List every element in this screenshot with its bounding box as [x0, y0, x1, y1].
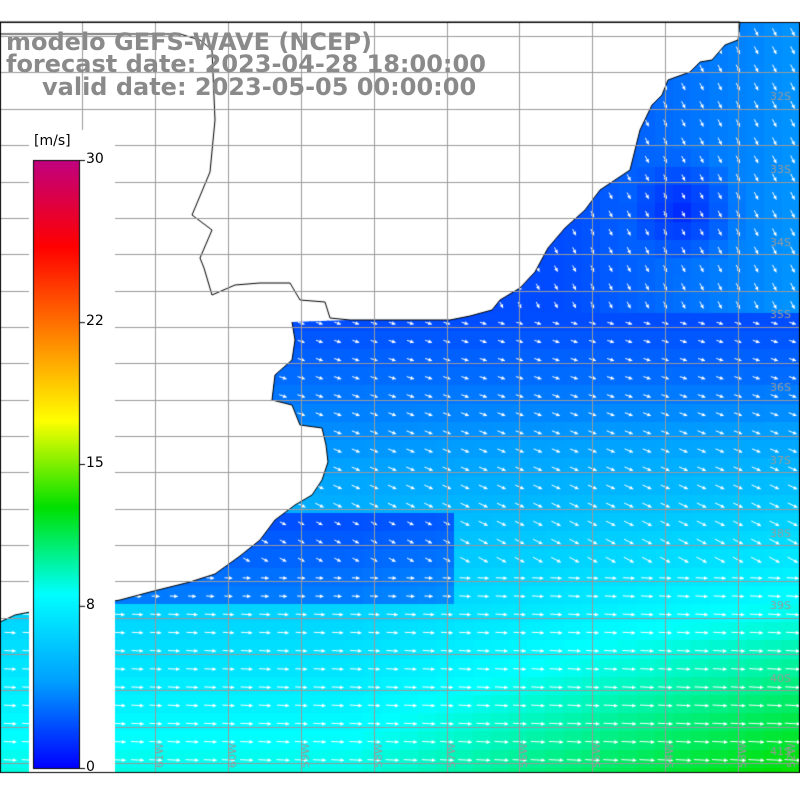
colorbar-tick-label: 8 [86, 596, 95, 613]
title-model: modelo GEFS-WAVE (NCEP) [6, 28, 372, 56]
colorbar-tick-label: 0 [86, 759, 95, 775]
colorbar-unit: [m/s] [34, 133, 71, 149]
colorbar-tick-label: 15 [86, 455, 104, 471]
colorbar-tick-label: 30 [86, 151, 104, 167]
title-valid-date: valid date: 2023-05-05 00:00:00 [42, 73, 477, 101]
colorbar-tick-label: 22 [86, 313, 104, 330]
title-forecast-date: forecast date: 2023-04-28 18:00:00 [6, 50, 486, 78]
